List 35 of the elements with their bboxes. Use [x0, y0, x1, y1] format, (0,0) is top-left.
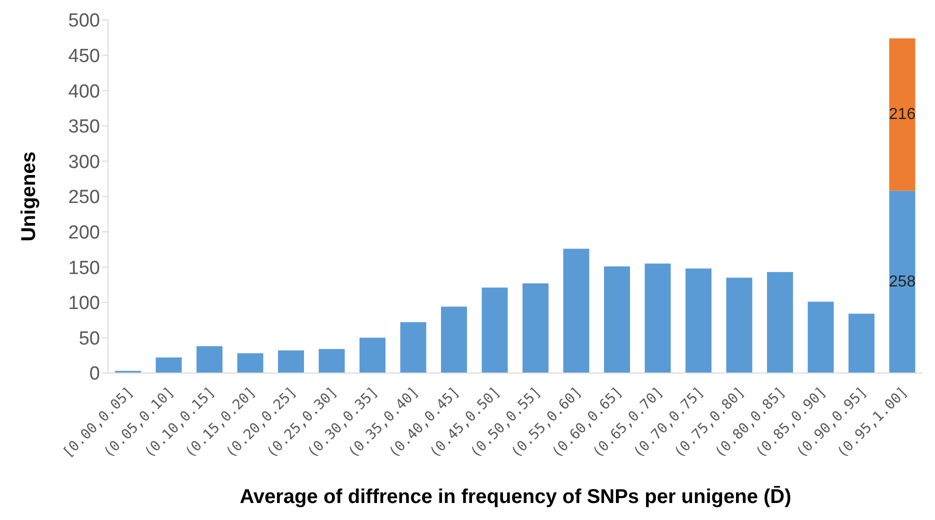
y-tick-label: 350 — [68, 116, 100, 138]
bar — [767, 272, 793, 373]
bar — [237, 353, 264, 373]
y-tick-label: 250 — [68, 187, 100, 208]
bar — [726, 278, 752, 373]
y-tick-label: 50 — [78, 328, 100, 350]
y-tick-label: 500 — [68, 10, 100, 32]
bar — [441, 306, 467, 373]
y-tick-label: 150 — [68, 258, 100, 279]
y-axis-title: Unigenes — [18, 151, 40, 242]
bar — [889, 190, 916, 373]
bar — [482, 288, 508, 373]
y-tick-label: 450 — [68, 46, 100, 68]
y-tick-label: 300 — [68, 152, 100, 173]
bar — [522, 283, 548, 373]
y-tick-label: 100 — [68, 293, 100, 314]
bar — [278, 350, 304, 373]
bar — [889, 38, 916, 191]
bar — [686, 268, 712, 373]
x-axis-title: Average of diffrence in frequency of SNPs per unigene (D̄) — [240, 486, 792, 508]
bar — [318, 348, 345, 373]
bar — [400, 322, 426, 373]
bar — [563, 248, 590, 373]
y-tick-label: 400 — [68, 81, 100, 102]
y-tick-label: 200 — [68, 222, 100, 244]
data-label: 216 — [888, 106, 916, 124]
bar — [644, 264, 671, 373]
bar — [808, 302, 834, 373]
bar — [604, 266, 630, 373]
bar — [196, 346, 222, 373]
bar — [156, 357, 182, 373]
bar — [360, 338, 386, 373]
bar — [848, 314, 874, 373]
data-label: 258 — [888, 273, 916, 290]
y-tick-label: 0 — [89, 364, 100, 385]
